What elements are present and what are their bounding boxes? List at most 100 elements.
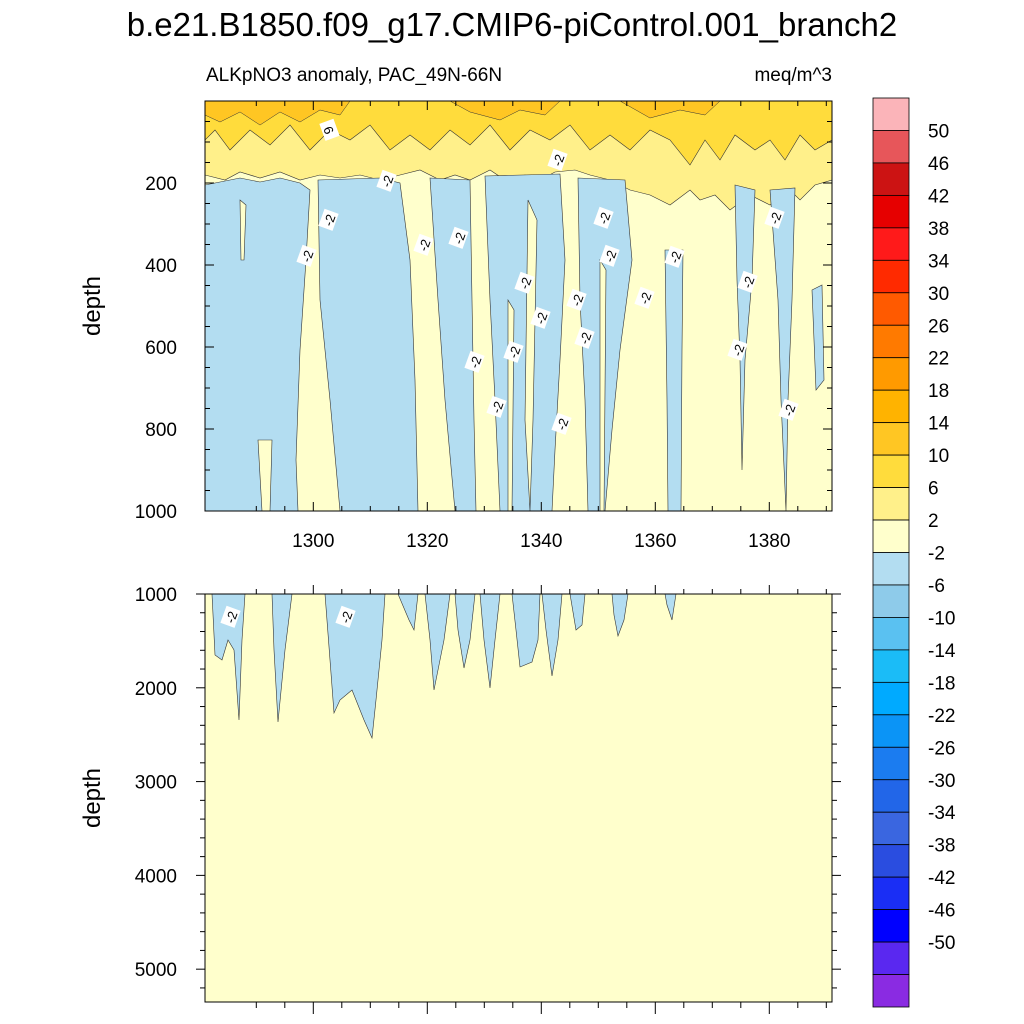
top-x-axis: 1300 1320 1340 1360 1380 bbox=[255, 101, 827, 552]
colorbar-swatch bbox=[872, 844, 910, 878]
colorbar-label: 6 bbox=[928, 479, 939, 500]
contour-label-bg bbox=[566, 288, 587, 311]
bottom-y-axis-label: depth bbox=[79, 768, 106, 828]
colorbar-swatch bbox=[872, 130, 910, 164]
contour-label-text: -2 bbox=[553, 416, 571, 432]
colorbar-label: 2 bbox=[928, 511, 939, 532]
bottom-contour-label: -2 bbox=[335, 605, 356, 628]
colorbar-label: -22 bbox=[928, 706, 955, 727]
top-yellow-sliver-a bbox=[239, 199, 247, 261]
contour-label-text: -2 bbox=[568, 292, 586, 308]
colorbar: 50 46 42 38 34 30 26 22 18 14 10 6 2 -2 -6 -10 -14 -18 -22… bbox=[872, 97, 956, 1008]
top-contour-label: -2 bbox=[376, 169, 397, 192]
bottom-panel: 1000 2000 3000 4000 5000 depth -2 -2 bbox=[79, 585, 841, 1014]
top-y-tick-label: 800 bbox=[145, 420, 177, 441]
contour-label-bg bbox=[664, 245, 685, 268]
contour-label-text: -2 bbox=[766, 210, 784, 226]
top-blue-region-a bbox=[205, 177, 311, 511]
top-yellow-sliver-b bbox=[257, 439, 273, 511]
bottom-y-axis: 1000 2000 3000 4000 5000 bbox=[135, 585, 841, 989]
bottom-blue-region-e bbox=[424, 594, 451, 691]
colorbar-swatch bbox=[872, 97, 910, 131]
colorbar-swatch bbox=[872, 357, 910, 391]
colorbar-swatch bbox=[872, 422, 910, 456]
top-x-tick-label: 1300 bbox=[292, 531, 334, 552]
contour-label-bg bbox=[551, 412, 572, 435]
colorbar-label: -6 bbox=[928, 576, 945, 597]
top-y-tick-label: 1000 bbox=[135, 502, 177, 523]
bottom-blue-region-a bbox=[211, 594, 246, 721]
contour-label-text: -2 bbox=[739, 274, 757, 290]
contour-label-text: -2 bbox=[415, 237, 433, 253]
colorbar-label: 34 bbox=[928, 251, 950, 272]
top-blue-region-c bbox=[429, 177, 477, 511]
chart-title: b.e21.B1850.f09_g17.CMIP6-piControl.001_… bbox=[127, 6, 898, 43]
colorbar-swatch bbox=[872, 746, 910, 781]
top-contour-label: -2 bbox=[486, 395, 507, 418]
bottom-blue-region-g bbox=[479, 594, 501, 689]
colorbar-swatch bbox=[872, 714, 910, 748]
top-contour-label: -2 bbox=[566, 288, 587, 311]
colorbar-swatch bbox=[872, 227, 910, 261]
contour-label-bg bbox=[335, 605, 356, 628]
contour-label-bg bbox=[599, 244, 620, 267]
top-contour-label: -2 bbox=[764, 206, 785, 229]
top-blue-region-f bbox=[664, 249, 684, 511]
top-yellow-sliver-e bbox=[599, 258, 607, 511]
colorbar-label: -2 bbox=[928, 544, 945, 565]
top-contour-label: -2 bbox=[514, 271, 535, 294]
colorbar-label: 22 bbox=[928, 349, 949, 370]
bottom-blue-region-k bbox=[611, 594, 629, 638]
top-x-tick-label: 1380 bbox=[748, 531, 790, 552]
colorbar-label: -30 bbox=[928, 771, 955, 792]
colorbar-label: -18 bbox=[928, 673, 955, 694]
colorbar-label: -46 bbox=[928, 901, 955, 922]
contour-label-text: -2 bbox=[320, 212, 338, 228]
top-blue-region-g bbox=[734, 184, 756, 471]
contour-label-bg bbox=[319, 118, 340, 141]
bottom-y-tick-label: 5000 bbox=[135, 960, 177, 981]
contour-label-bg bbox=[764, 206, 785, 229]
bottom-y-tick-label: 3000 bbox=[135, 773, 177, 794]
contour-label-bg bbox=[634, 286, 655, 309]
colorbar-swatch bbox=[872, 162, 910, 196]
colorbar-swatch bbox=[872, 617, 910, 651]
colorbar-label: 10 bbox=[928, 446, 949, 467]
colorbar-swatch bbox=[872, 519, 910, 553]
bottom-blue-region-h bbox=[511, 594, 541, 668]
top-contour-label: -2 bbox=[593, 206, 614, 229]
contour-label-bg bbox=[448, 226, 469, 249]
bottom-blue-region-l bbox=[664, 594, 677, 621]
top-x-tick-label: 1360 bbox=[634, 531, 676, 552]
top-contour-label: -2 bbox=[448, 226, 469, 249]
bottom-plot-background bbox=[205, 594, 832, 1002]
top-y-axis: 200 400 600 800 1000 bbox=[135, 121, 832, 523]
contour-label-text: -2 bbox=[549, 152, 567, 168]
colorbar-swatch bbox=[872, 649, 910, 683]
top-contour-label: -2 bbox=[574, 326, 595, 349]
subtitle-left: ALKpNO3 anomaly, PAC_49N-66N bbox=[206, 65, 502, 86]
contour-label-text: -2 bbox=[601, 248, 619, 264]
top-contour-label: 6 bbox=[319, 118, 340, 141]
colorbar-swatch bbox=[872, 909, 910, 943]
contour-label-bg bbox=[296, 244, 317, 267]
contour-label-bg bbox=[514, 271, 535, 294]
contour-label-bg bbox=[503, 340, 524, 363]
colorbar-swatch bbox=[872, 681, 910, 716]
colorbar-label: -14 bbox=[928, 641, 956, 662]
top-contour-label: -2 bbox=[634, 286, 655, 309]
contour-label-text: -2 bbox=[780, 402, 798, 418]
contour-label-text: -2 bbox=[378, 173, 396, 189]
contour-label-bg bbox=[318, 208, 339, 231]
top-contour-label: -2 bbox=[664, 245, 685, 268]
contour-label-text: -2 bbox=[222, 609, 240, 625]
contour-label-text: -2 bbox=[298, 248, 316, 264]
contour-label-text: -2 bbox=[636, 290, 654, 306]
colorbar-label: 38 bbox=[928, 219, 949, 240]
bottom-plot-frame bbox=[204, 593, 833, 1003]
top-contour-label: -2 bbox=[727, 338, 748, 361]
colorbar-label: 42 bbox=[928, 186, 949, 207]
top-contour-label: -2 bbox=[503, 340, 524, 363]
bottom-blue-region-i bbox=[541, 594, 563, 677]
